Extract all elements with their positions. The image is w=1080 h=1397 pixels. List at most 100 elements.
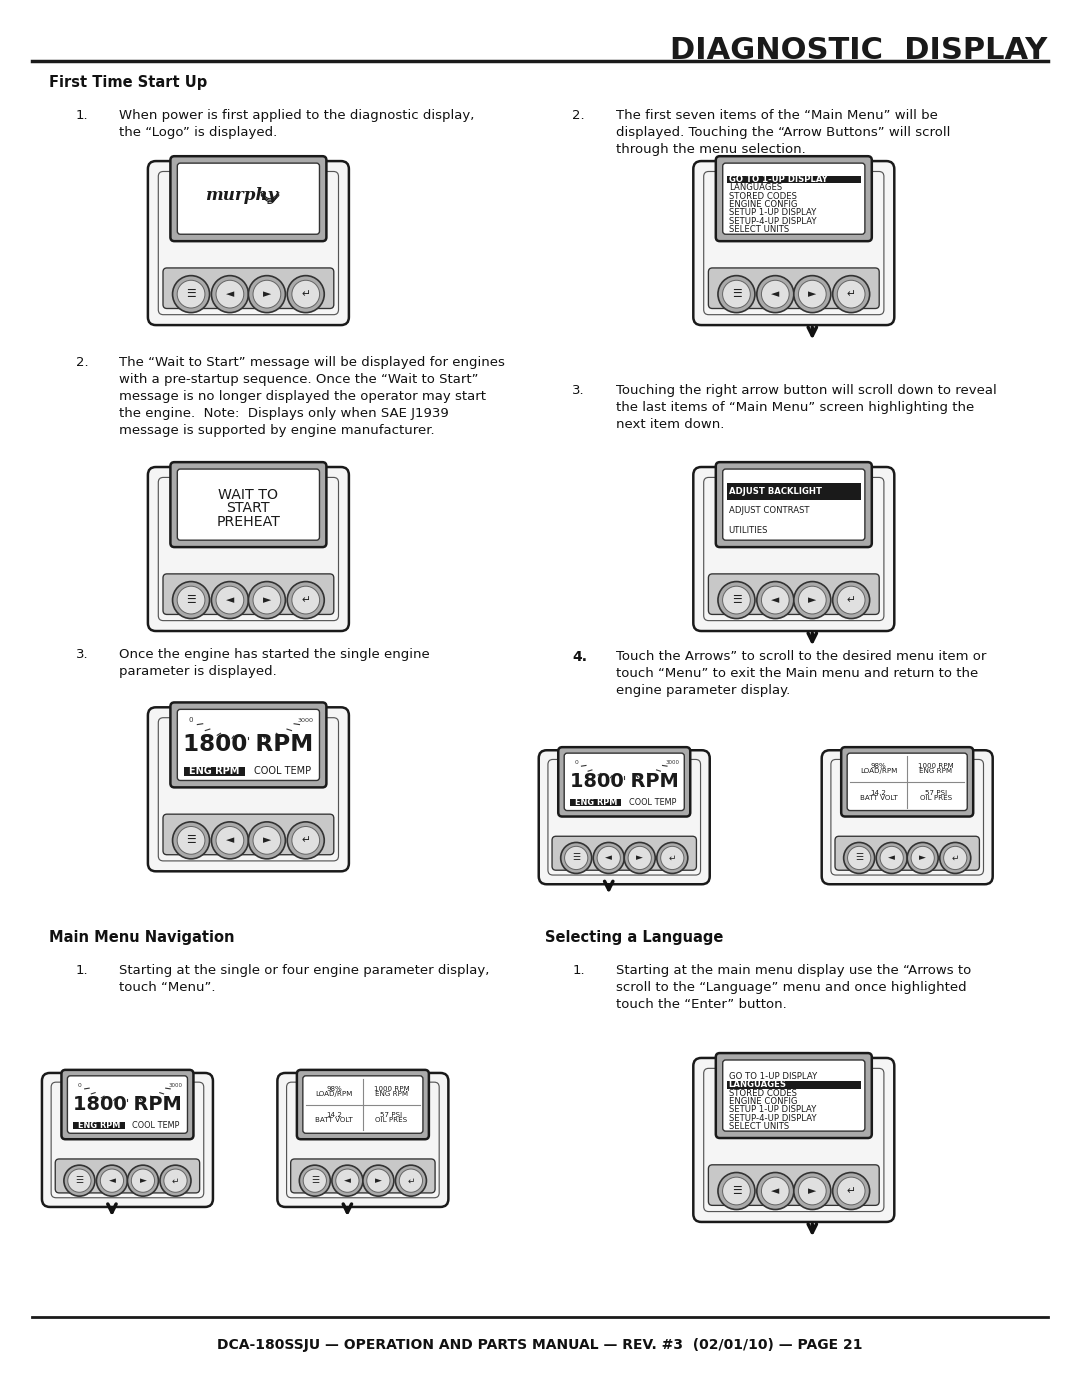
Text: GO TO 1-UP DISPLAY: GO TO 1-UP DISPLAY <box>729 1071 816 1081</box>
Circle shape <box>173 821 210 859</box>
Circle shape <box>287 275 324 313</box>
Circle shape <box>798 587 826 613</box>
Circle shape <box>876 842 907 873</box>
Circle shape <box>723 281 751 307</box>
FancyBboxPatch shape <box>171 703 326 788</box>
Ellipse shape <box>222 475 274 481</box>
FancyBboxPatch shape <box>148 707 349 872</box>
Text: 1000 RPM: 1000 RPM <box>918 763 954 768</box>
Circle shape <box>843 842 875 873</box>
Text: ☰: ☰ <box>855 854 863 862</box>
Text: ►: ► <box>808 289 816 299</box>
FancyBboxPatch shape <box>727 176 861 183</box>
Circle shape <box>160 1165 191 1196</box>
Text: ENG RPM: ENG RPM <box>189 766 240 775</box>
Text: COOL TEMP: COOL TEMP <box>132 1120 179 1130</box>
Circle shape <box>303 1169 326 1192</box>
Circle shape <box>332 1165 363 1196</box>
Text: ◄: ◄ <box>771 595 780 605</box>
Circle shape <box>798 281 826 307</box>
Circle shape <box>164 1169 187 1192</box>
Text: 4.: 4. <box>572 650 588 664</box>
Text: ENGINE CONFIG: ENGINE CONFIG <box>729 1097 797 1106</box>
Ellipse shape <box>222 715 274 721</box>
FancyBboxPatch shape <box>42 1073 213 1207</box>
FancyBboxPatch shape <box>716 462 872 548</box>
Circle shape <box>64 1165 95 1196</box>
Text: 14.2: 14.2 <box>870 789 887 796</box>
Text: 14.2: 14.2 <box>326 1112 342 1119</box>
FancyBboxPatch shape <box>148 161 349 326</box>
Circle shape <box>212 821 248 859</box>
Circle shape <box>336 1169 359 1192</box>
FancyBboxPatch shape <box>291 1160 435 1193</box>
Text: ENG RPM: ENG RPM <box>375 1091 408 1097</box>
Ellipse shape <box>886 759 929 763</box>
Text: When power is first applied to the diagnostic display,
the “Logo” is displayed.: When power is first applied to the diagn… <box>119 109 474 138</box>
FancyBboxPatch shape <box>693 1058 894 1222</box>
Text: Touch the Arrows” to scroll to the desired menu item or
touch “Menu” to exit the: Touch the Arrows” to scroll to the desir… <box>616 650 986 697</box>
Text: 2.: 2. <box>572 109 585 122</box>
Circle shape <box>292 827 320 854</box>
FancyBboxPatch shape <box>163 574 334 615</box>
Text: 1000 RPM: 1000 RPM <box>374 1085 409 1091</box>
Circle shape <box>127 1165 159 1196</box>
Text: UTILITIES: UTILITIES <box>729 525 768 535</box>
Text: ◄: ◄ <box>226 835 234 845</box>
Circle shape <box>718 275 755 313</box>
Text: LOAD/RPM: LOAD/RPM <box>860 768 897 774</box>
Text: ◄: ◄ <box>226 595 234 605</box>
Ellipse shape <box>768 1066 820 1071</box>
Text: GO TO 1-UP DISPLAY: GO TO 1-UP DISPLAY <box>729 175 827 184</box>
Text: ☰: ☰ <box>311 1176 319 1185</box>
Text: STORED CODES: STORED CODES <box>729 1088 797 1098</box>
FancyBboxPatch shape <box>570 799 621 806</box>
Circle shape <box>177 587 205 613</box>
Text: ENG RPM: ENG RPM <box>575 798 617 807</box>
FancyBboxPatch shape <box>148 467 349 631</box>
Text: 0: 0 <box>78 1083 81 1087</box>
Text: 57 PSI: 57 PSI <box>924 789 947 796</box>
Text: LOAD/RPM: LOAD/RPM <box>315 1091 353 1097</box>
FancyBboxPatch shape <box>693 161 894 326</box>
FancyBboxPatch shape <box>539 750 710 884</box>
Text: ENG RPM: ENG RPM <box>919 768 953 774</box>
Text: 1.: 1. <box>76 964 89 977</box>
Text: OIL PRES: OIL PRES <box>920 795 951 800</box>
Circle shape <box>593 842 624 873</box>
Circle shape <box>794 1172 831 1210</box>
Text: WAIT TO: WAIT TO <box>218 489 279 503</box>
Circle shape <box>287 821 324 859</box>
Circle shape <box>880 847 903 869</box>
Text: SELECT UNITS: SELECT UNITS <box>729 1122 788 1132</box>
FancyBboxPatch shape <box>822 750 993 884</box>
Circle shape <box>253 587 281 613</box>
Text: 1.: 1. <box>76 109 89 122</box>
Text: ►: ► <box>262 835 271 845</box>
Text: ◄: ◄ <box>605 854 612 862</box>
FancyBboxPatch shape <box>171 156 326 242</box>
Text: ☰: ☰ <box>731 595 741 605</box>
Ellipse shape <box>768 169 820 175</box>
Ellipse shape <box>222 169 274 175</box>
FancyBboxPatch shape <box>55 1160 200 1193</box>
Circle shape <box>248 275 285 313</box>
Text: BATT VOLT: BATT VOLT <box>860 795 897 800</box>
Text: ◄: ◄ <box>771 289 780 299</box>
Text: ENG RPM: ENG RPM <box>78 1120 120 1130</box>
FancyBboxPatch shape <box>278 1073 448 1207</box>
Circle shape <box>833 275 869 313</box>
Ellipse shape <box>106 1081 149 1085</box>
Ellipse shape <box>341 1081 384 1085</box>
Text: 1800 RPM: 1800 RPM <box>184 733 313 756</box>
Circle shape <box>177 281 205 307</box>
Text: ☰: ☰ <box>731 1186 741 1196</box>
Circle shape <box>944 847 967 869</box>
Text: ↵: ↵ <box>847 289 855 299</box>
Circle shape <box>177 827 205 854</box>
Text: ENGINE CONFIG: ENGINE CONFIG <box>729 200 797 210</box>
Text: 1.: 1. <box>572 964 585 977</box>
FancyBboxPatch shape <box>73 1122 124 1129</box>
Text: 3.: 3. <box>76 648 89 661</box>
Circle shape <box>216 587 244 613</box>
